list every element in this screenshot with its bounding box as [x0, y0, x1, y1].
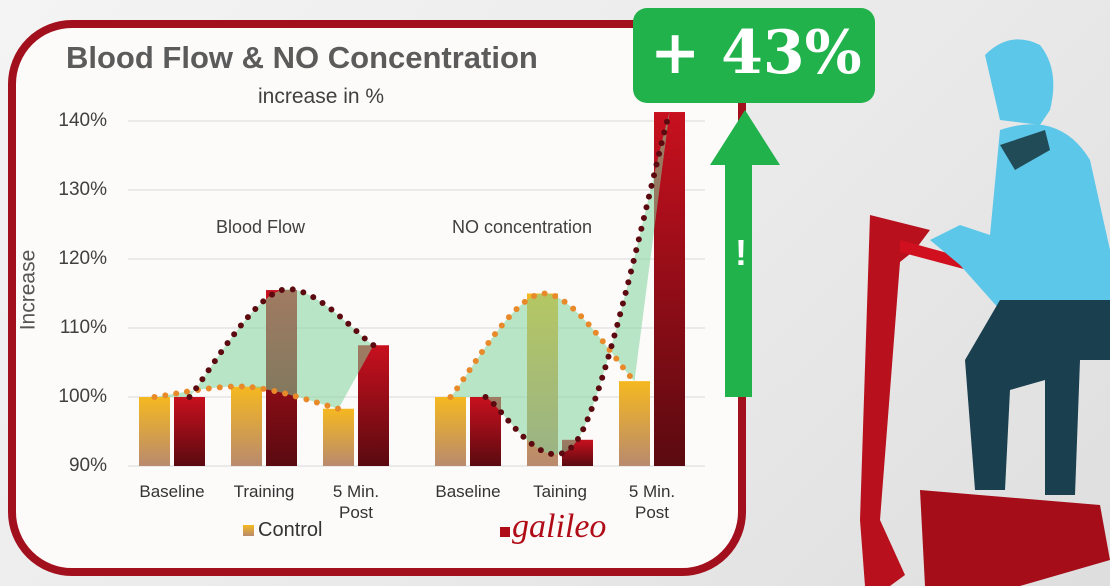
- bar: [139, 397, 170, 466]
- x-tick-label: Baseline: [435, 482, 501, 501]
- y-tick-label: 110%: [59, 317, 107, 338]
- panel-title: NO concentration: [452, 217, 593, 237]
- y-tick-label: 100%: [58, 386, 107, 407]
- arrow: [710, 110, 780, 397]
- legend-label: Control: [258, 519, 323, 541]
- trend-line: [482, 109, 673, 458]
- arrow-text: !: [735, 232, 747, 273]
- trend-line: [151, 383, 342, 412]
- y-tick-label: 130%: [58, 179, 107, 200]
- x-tick-label: 5 Min. Post: [332, 482, 380, 522]
- legend-swatch: [500, 527, 510, 537]
- x-tick-label: Taining: [533, 482, 587, 501]
- trend-line: [447, 290, 638, 400]
- bar: [435, 397, 466, 466]
- x-tick-label: Baseline: [139, 482, 205, 501]
- difference-area: [154, 289, 374, 409]
- y-tick-label: 140%: [58, 110, 107, 131]
- illustration: [860, 39, 1110, 586]
- y-tick-label: 90%: [68, 455, 107, 476]
- callout-text: + 43%: [650, 18, 862, 88]
- bar: [323, 408, 354, 466]
- x-tick-label: Training: [233, 482, 295, 501]
- bar: [174, 397, 205, 466]
- bar: [619, 381, 650, 466]
- y-tick-label: 120%: [58, 248, 107, 269]
- x-tick-label: 5 Min. Post: [628, 482, 676, 522]
- legend-swatch: [243, 525, 254, 536]
- panel-title: Blood Flow: [216, 217, 306, 237]
- trend-line: [186, 286, 377, 400]
- chart-title: Blood Flow & NO Concentration: [66, 40, 538, 75]
- callout-box: [633, 8, 875, 103]
- difference-area: [450, 112, 670, 455]
- chart-subtitle: increase in %: [258, 85, 385, 108]
- bar: [358, 345, 389, 466]
- bar: [470, 397, 501, 466]
- bar: [231, 386, 262, 466]
- legend-label: galileo: [512, 508, 607, 545]
